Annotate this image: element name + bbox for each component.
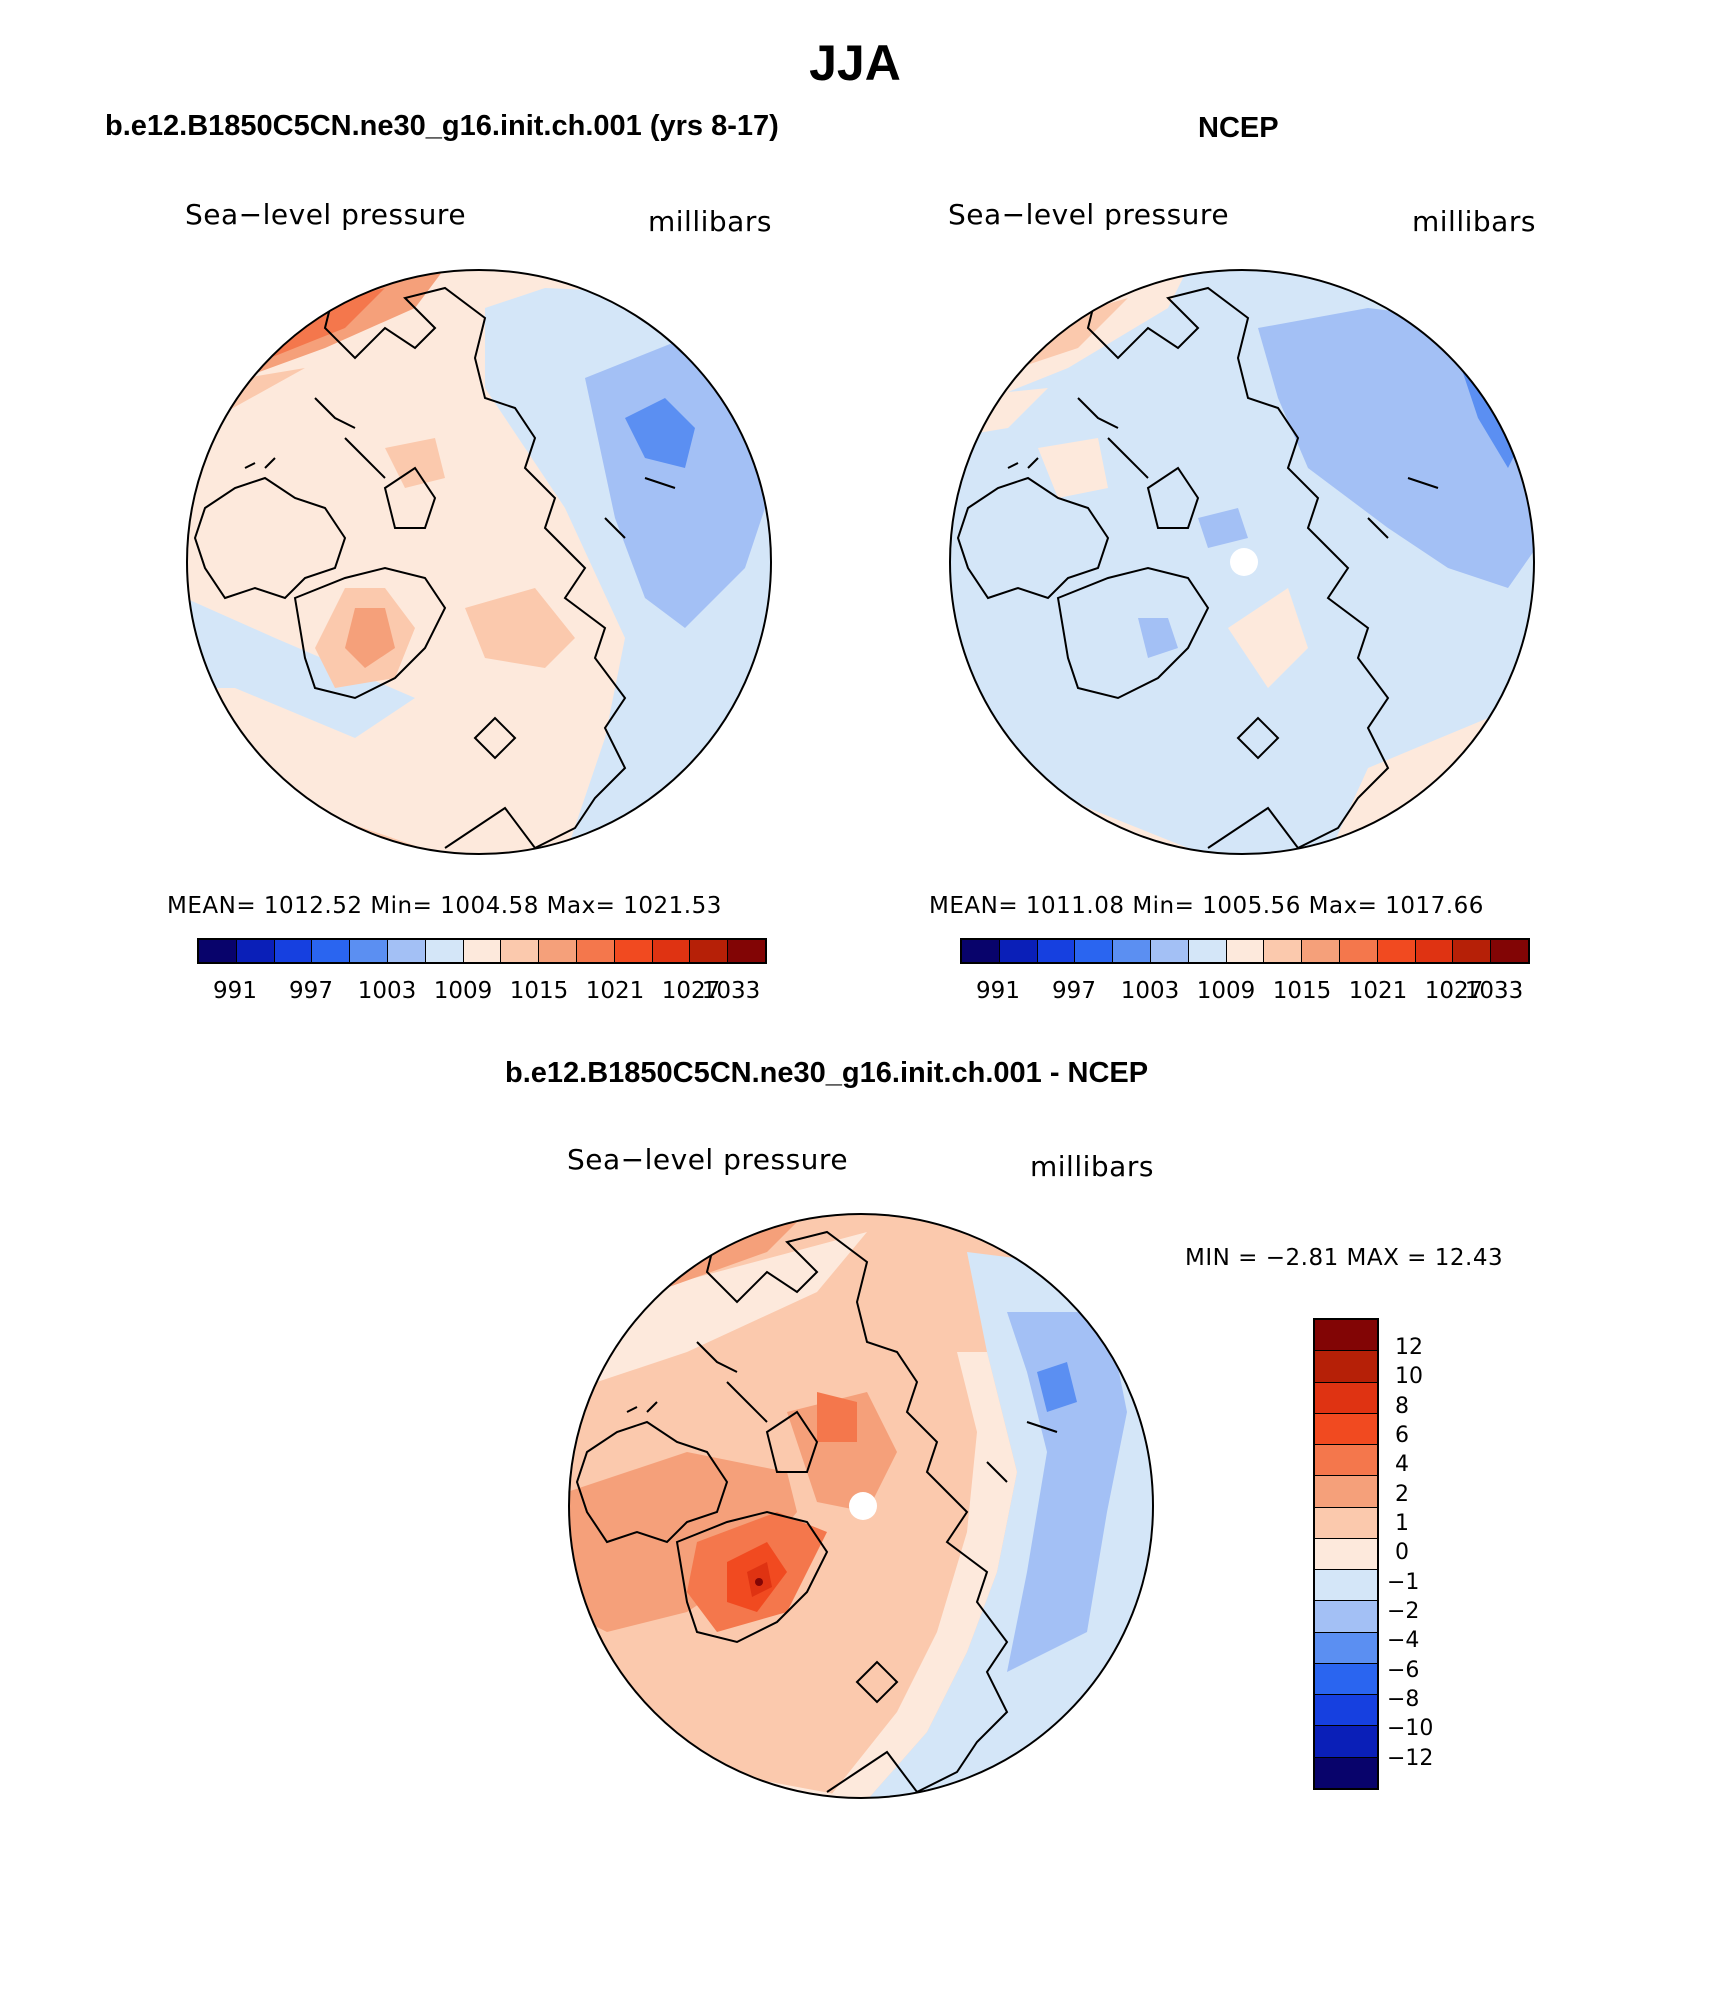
panel-1-colorbar-swatch-6 [425, 940, 464, 962]
panel-3-colorbar-swatch-2 [1315, 1382, 1377, 1414]
panel-2-colorbar-swatch-7 [1226, 940, 1265, 962]
panel-2-colorbar-label: 1003 [1120, 978, 1180, 1004]
panel-2-variable-label: Sea−level pressure [948, 198, 1230, 231]
panel-3-colorbar-label: −2 [1387, 1599, 1420, 1624]
panel-2-colorbar-label: 1027 [1424, 978, 1484, 1004]
panel-3-colorbar-swatch-9 [1315, 1601, 1377, 1633]
panel-1-colorbar-swatch-10 [576, 940, 615, 962]
panel-1-variable-label: Sea−level pressure [185, 198, 467, 231]
panel-3-colorbar-label: −8 [1387, 1687, 1420, 1712]
panel-1-colorbar-swatch-14 [728, 940, 765, 962]
panel-3-colorbar [1313, 1318, 1379, 1790]
panel-3-colorbar-swatch-10 [1315, 1632, 1377, 1664]
panel-2-stats: MEAN= 1011.08 Min= 1005.56 Max= 1017.66 [929, 893, 1484, 919]
panel-3-variable-label: Sea−level pressure [567, 1143, 849, 1176]
panel-1-colorbar-label: 1009 [433, 978, 493, 1004]
panel-1-units-label: millibars [648, 205, 772, 238]
panel-3-colorbar-label: 6 [1395, 1423, 1409, 1448]
panel-2-colorbar-label: 1015 [1272, 978, 1332, 1004]
panel-2-colorbar-swatch-11 [1377, 940, 1416, 962]
panel-2-colorbar-swatch-1 [999, 940, 1038, 962]
panel-3-colorbar-swatch-11 [1315, 1663, 1377, 1696]
panel-2-colorbar-swatch-12 [1415, 940, 1454, 962]
panel-2-colorbar-swatch-13 [1453, 940, 1492, 962]
panel-3-colorbar-label: −1 [1387, 1570, 1420, 1595]
panel-1-title: b.e12.B1850C5CN.ne30_g16.init.ch.001 (yr… [105, 110, 779, 142]
panel-2-colorbar-swatch-8 [1264, 940, 1303, 962]
panel-1-colorbar-swatch-12 [652, 940, 691, 962]
panel-1-colorbar-label: 1015 [509, 978, 569, 1004]
panel-3-colorbar-label: −6 [1387, 1658, 1420, 1683]
panel-3-colorbar-label: 10 [1395, 1364, 1423, 1389]
panel-3-colorbar-swatch-6 [1315, 1507, 1377, 1539]
panel-3-colorbar-swatch-7 [1315, 1538, 1377, 1571]
panel-2-colorbar-swatch-14 [1491, 940, 1528, 962]
panel-1-colorbar-swatch-13 [690, 940, 729, 962]
panel-1-colorbar-labels: 991 997 1003 1009 1015 1021 1027 1033 [197, 978, 767, 1008]
panel-2-colorbar-swatch-6 [1188, 940, 1227, 962]
panel-1-polar-map [186, 269, 772, 855]
panel-1-colorbar-swatch-7 [463, 940, 502, 962]
panel-1-colorbar-label: 1021 [585, 978, 645, 1004]
panel-1-colorbar-label: 1003 [357, 978, 417, 1004]
panel-2-colorbar-label: 1033 [1464, 978, 1524, 1004]
panel-2-colorbar-swatch-9 [1302, 940, 1340, 962]
panel-3-colorbar-label: −10 [1387, 1716, 1434, 1741]
panel-3-colorbar-label: 0 [1395, 1540, 1409, 1565]
panel-1-colorbar-label: 991 [213, 978, 257, 1004]
panel-3-colorbar-swatch-0 [1315, 1320, 1377, 1352]
panel-1-colorbar-label: 1033 [701, 978, 761, 1004]
panel-2-title: NCEP [1198, 112, 1279, 144]
panel-2-colorbar [960, 938, 1530, 964]
panel-2-colorbar-swatch-4 [1113, 940, 1151, 962]
panel-1-colorbar-swatch-11 [614, 940, 653, 962]
panel-3-colorbar-swatch-4 [1315, 1445, 1377, 1477]
panel-3-stats: MIN = −2.81 MAX = 12.43 [1185, 1245, 1504, 1271]
panel-3-colorbar-labels: 12 10 8 6 4 2 1 0 −1 −2 −4 −6 −8 −10 −12 [1387, 1318, 1475, 1790]
panel-3-colorbar-label: 2 [1395, 1482, 1409, 1507]
panel-3-colorbar-label: 1 [1395, 1511, 1409, 1536]
panel-2-colorbar-swatch-3 [1075, 940, 1114, 962]
panel-2-colorbar-swatch-0 [962, 940, 1000, 962]
panel-3-units-label: millibars [1030, 1150, 1154, 1183]
panel-3-colorbar-label: 4 [1395, 1452, 1409, 1477]
panel-3-colorbar-label: 8 [1395, 1394, 1409, 1419]
panel-2-polar-map [949, 269, 1535, 855]
figure-title: JJA [809, 35, 901, 91]
panel-2-colorbar-labels: 991 997 1003 1009 1015 1021 1027 1033 [960, 978, 1530, 1008]
panel-3-colorbar-label: −4 [1387, 1628, 1420, 1653]
panel-3-colorbar-swatch-14 [1315, 1757, 1377, 1788]
panel-3-colorbar-swatch-3 [1315, 1413, 1377, 1446]
panel-1-colorbar-swatch-2 [274, 940, 313, 962]
panel-3-colorbar-swatch-5 [1315, 1476, 1377, 1508]
panel-3-polar-map [568, 1213, 1154, 1799]
panel-1-colorbar-swatch-4 [350, 940, 388, 962]
panel-3-colorbar-label: 12 [1395, 1335, 1423, 1360]
panel-3-title: b.e12.B1850C5CN.ne30_g16.init.ch.001 - N… [505, 1057, 1149, 1089]
panel-1-colorbar-swatch-5 [387, 940, 426, 962]
panel-3-colorbar-swatch-8 [1315, 1570, 1377, 1602]
panel-2-colorbar-label: 1009 [1196, 978, 1256, 1004]
panel-1-colorbar-swatch-8 [501, 940, 540, 962]
panel-3-colorbar-label: −12 [1387, 1746, 1434, 1771]
panel-1-stats: MEAN= 1012.52 Min= 1004.58 Max= 1021.53 [167, 893, 722, 919]
panel-2-colorbar-swatch-10 [1339, 940, 1378, 962]
panel-3-colorbar-swatch-13 [1315, 1726, 1377, 1758]
panel-1-colorbar [197, 938, 767, 964]
panel-3-colorbar-swatch-12 [1315, 1695, 1377, 1727]
panel-2-units-label: millibars [1412, 205, 1536, 238]
panel-1-colorbar-swatch-3 [312, 940, 351, 962]
panel-1-colorbar-swatch-1 [236, 940, 275, 962]
panel-3-colorbar-swatch-1 [1315, 1351, 1377, 1383]
panel-2-colorbar-label: 991 [976, 978, 1020, 1004]
panel-1-colorbar-swatch-0 [199, 940, 237, 962]
panel-2-colorbar-label: 997 [1052, 978, 1096, 1004]
panel-1-colorbar-label: 1027 [661, 978, 721, 1004]
panel-1-colorbar-swatch-9 [539, 940, 577, 962]
panel-2-colorbar-swatch-2 [1037, 940, 1076, 962]
panel-2-colorbar-label: 1021 [1348, 978, 1408, 1004]
panel-1-colorbar-label: 997 [289, 978, 333, 1004]
panel-2-colorbar-swatch-5 [1150, 940, 1189, 962]
